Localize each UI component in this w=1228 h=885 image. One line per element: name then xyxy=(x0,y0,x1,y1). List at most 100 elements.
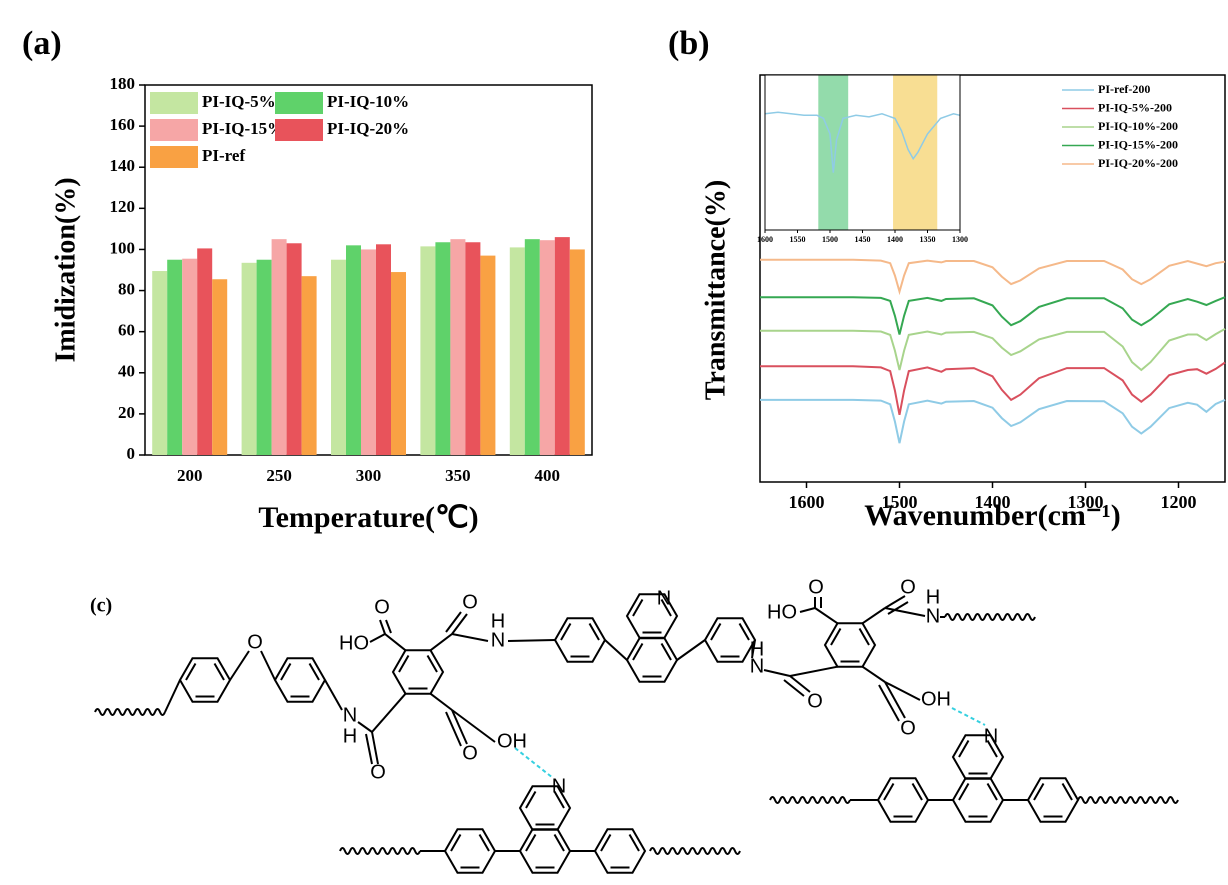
bond xyxy=(357,721,373,733)
spectrum-line xyxy=(760,258,1226,296)
bond xyxy=(783,679,805,697)
panel-label: (c) xyxy=(90,595,112,617)
x-axis-label: Temperature(℃) xyxy=(258,501,478,534)
double-bond xyxy=(450,834,462,852)
atom-label: O xyxy=(247,631,263,653)
atom-label: N xyxy=(926,605,940,627)
legend-label: PI-IQ-10% xyxy=(327,92,409,111)
bar xyxy=(376,244,391,455)
bond xyxy=(884,681,921,701)
y-tick-label: 140 xyxy=(110,156,136,175)
bar xyxy=(569,249,585,455)
bond xyxy=(365,733,373,765)
double-bond xyxy=(560,623,572,641)
bond xyxy=(451,709,496,743)
inset-x-tick-label: 1600 xyxy=(757,235,773,244)
bond xyxy=(429,692,453,711)
panel-label: (a) xyxy=(22,25,62,62)
bond xyxy=(451,709,468,745)
bond xyxy=(676,639,706,661)
atom-label: N xyxy=(491,629,505,651)
double-bond xyxy=(986,740,998,758)
y-tick-label: 180 xyxy=(110,74,136,93)
legend-label: PI-ref xyxy=(202,146,245,165)
atom-label: N xyxy=(552,775,566,797)
bond xyxy=(369,633,386,643)
bar xyxy=(241,262,257,455)
wavy-bond xyxy=(769,796,851,804)
atom-label: N xyxy=(750,655,764,677)
bond xyxy=(379,619,386,635)
wavy-bond xyxy=(94,708,166,716)
double-bond xyxy=(588,623,600,641)
bond xyxy=(451,633,489,642)
legend-label: PI-IQ-20% xyxy=(327,119,409,138)
double-bond xyxy=(1033,783,1045,801)
atom-label: O xyxy=(374,596,390,618)
bar xyxy=(331,259,346,455)
double-bond xyxy=(213,663,225,681)
bond xyxy=(751,639,756,659)
inset-x-tick-label: 1300 xyxy=(952,235,968,244)
atom-label: N xyxy=(343,704,357,726)
double-bond xyxy=(553,791,565,809)
double-bond xyxy=(958,783,970,801)
spectrum-line xyxy=(760,398,1226,444)
x-tick-label: 1400 xyxy=(975,492,1011,512)
inset-line xyxy=(764,111,961,173)
bar xyxy=(361,249,376,455)
atom-label: O xyxy=(900,717,916,739)
bond xyxy=(164,679,181,713)
bar xyxy=(435,242,451,455)
bar xyxy=(509,247,525,455)
double-bond xyxy=(525,834,537,852)
inset-x-tick-label: 1550 xyxy=(790,235,806,244)
inset-x-tick-label: 1500 xyxy=(822,235,838,244)
spectrum-line xyxy=(760,328,1226,372)
bar xyxy=(271,239,287,455)
atom-label: N xyxy=(657,587,671,609)
double-bond xyxy=(858,628,870,646)
atom-label: H xyxy=(926,586,940,608)
double-bond xyxy=(660,643,672,661)
bond xyxy=(385,619,392,634)
atom-label: O xyxy=(807,690,823,712)
x-tick-label: 1600 xyxy=(789,492,825,512)
bond xyxy=(229,650,250,681)
legend-label: PI-IQ-5% xyxy=(202,92,276,111)
atom-label: H xyxy=(343,725,357,747)
bond xyxy=(884,681,906,719)
bond xyxy=(884,595,906,609)
wavy-bond xyxy=(944,613,1036,621)
inset-x-tick-label: 1450 xyxy=(855,235,871,244)
x-tick-label: 1200 xyxy=(1161,492,1197,512)
inset-x-tick-label: 1350 xyxy=(920,235,936,244)
y-tick-label: 40 xyxy=(118,362,135,381)
double-bond xyxy=(478,834,490,852)
bar xyxy=(554,237,570,455)
x-tick-label: 200 xyxy=(177,466,203,485)
bar xyxy=(480,255,496,455)
double-bond xyxy=(628,834,640,852)
atom-label: OH xyxy=(497,730,527,752)
double-bond xyxy=(958,740,970,758)
double-bond xyxy=(660,599,672,617)
double-bond xyxy=(632,599,644,617)
bond xyxy=(445,611,462,633)
bar xyxy=(524,239,540,455)
bar xyxy=(167,259,183,455)
bond xyxy=(371,731,379,765)
bond xyxy=(260,650,276,681)
bond xyxy=(429,633,453,652)
legend-label: PI-IQ-20%-200 xyxy=(1098,156,1178,170)
bond xyxy=(451,613,468,635)
legend-swatch xyxy=(275,119,323,141)
legend-label: PI-IQ-5%-200 xyxy=(1098,100,1172,114)
x-tick-label: 250 xyxy=(266,466,292,485)
bond xyxy=(445,711,462,747)
bar xyxy=(152,271,168,455)
bar xyxy=(286,243,302,455)
highlight-band xyxy=(893,75,938,230)
